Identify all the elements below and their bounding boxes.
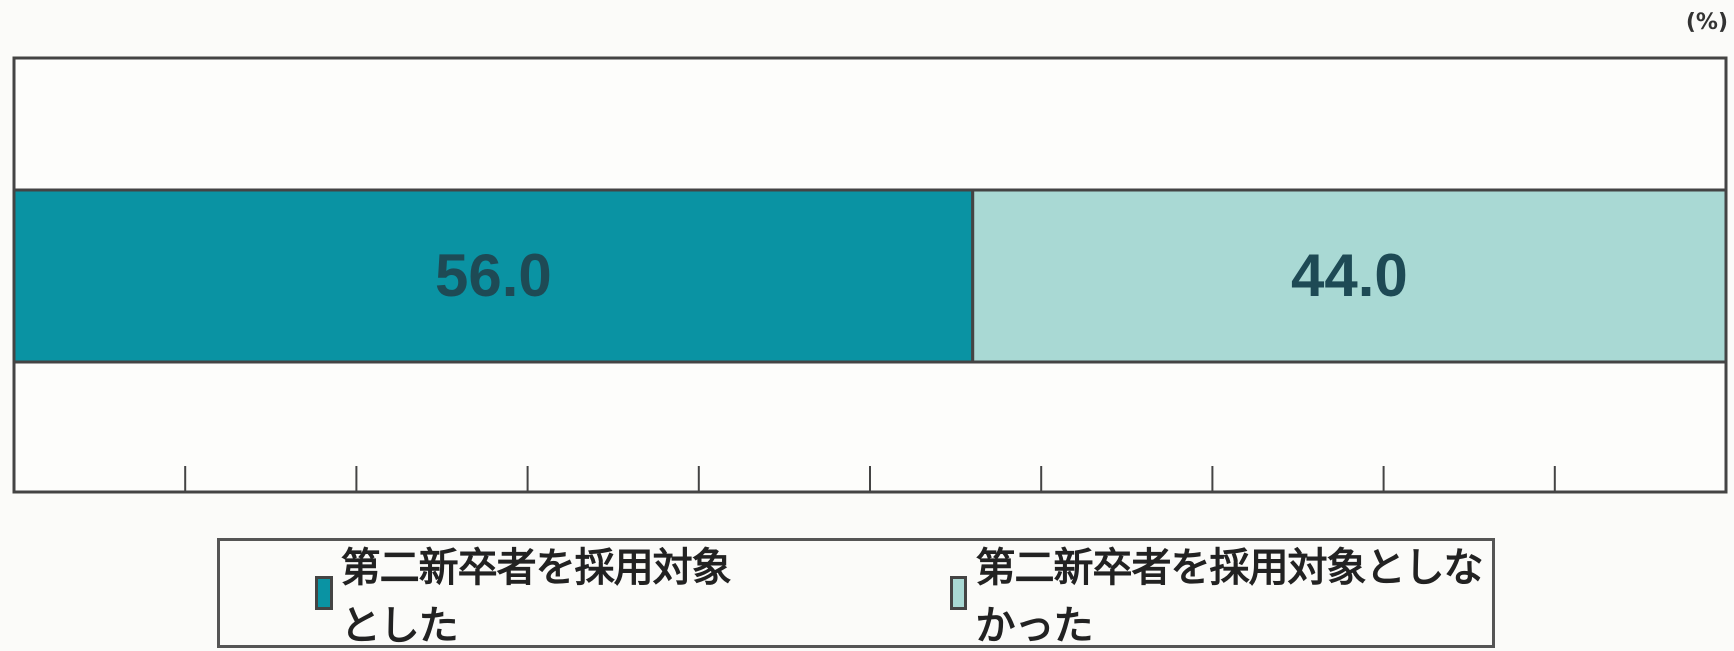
- legend-swatch-series-1: [315, 576, 333, 610]
- bar-series-2: [971, 188, 1728, 364]
- legend: 第二新卒者を採用対象とした 第二新卒者を採用対象としなかった: [217, 535, 1495, 651]
- legend-label-series-1: 第二新卒者を採用対象とした: [340, 545, 732, 649]
- legend-item-series-1: 第二新卒者を採用対象とした: [315, 535, 760, 651]
- bar-data-label-2: 44.0: [1291, 242, 1408, 309]
- legend-label-series-2: 第二新卒者を採用対象としなかった: [975, 545, 1483, 649]
- legend-item-series-2: 第二新卒者を採用対象としなかった: [949, 535, 1492, 651]
- chart-plot: 56.0 44.0: [12, 56, 1728, 494]
- unit-label: (%): [1685, 10, 1728, 35]
- legend-swatch-series-2: [949, 576, 968, 610]
- bar-data-label-1: 56.0: [435, 242, 552, 309]
